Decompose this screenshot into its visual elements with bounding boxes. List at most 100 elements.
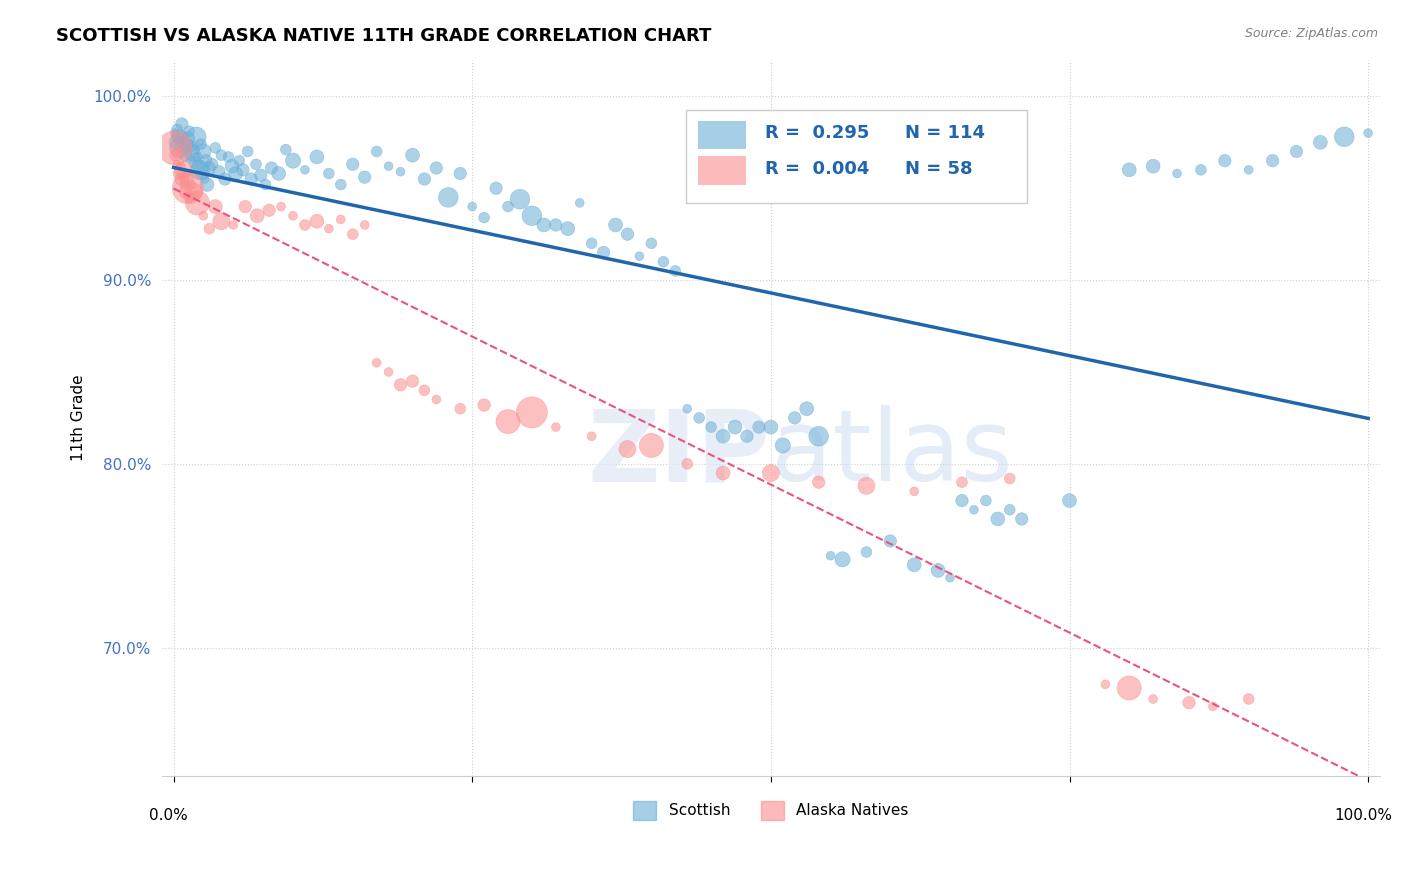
Text: Source: ZipAtlas.com: Source: ZipAtlas.com <box>1244 27 1378 40</box>
Point <box>903 558 925 572</box>
Point <box>246 209 269 223</box>
Point <box>1202 699 1225 714</box>
Point <box>169 167 191 181</box>
Point <box>174 148 197 162</box>
Point <box>700 420 723 434</box>
Text: 0.0%: 0.0% <box>149 808 188 823</box>
Point <box>188 162 211 177</box>
Point <box>214 172 236 186</box>
Point <box>1213 153 1236 168</box>
Point <box>281 153 304 168</box>
Point <box>176 172 198 186</box>
Point <box>195 178 218 192</box>
Point <box>927 563 949 577</box>
Point <box>225 167 247 181</box>
Point <box>184 155 207 169</box>
Point <box>807 429 830 443</box>
Point <box>183 185 205 199</box>
Point <box>342 227 364 241</box>
Point <box>172 162 194 177</box>
Text: N = 58: N = 58 <box>905 160 973 178</box>
Point <box>187 159 209 173</box>
Text: atlas: atlas <box>770 405 1012 502</box>
Point <box>759 466 782 480</box>
Point <box>724 420 747 434</box>
Point <box>236 145 259 159</box>
Point <box>544 420 567 434</box>
Point <box>974 493 997 508</box>
Point <box>496 415 519 429</box>
Point <box>270 200 292 214</box>
Point <box>688 410 710 425</box>
Point <box>425 392 447 407</box>
Point <box>772 438 794 452</box>
Point <box>1094 677 1116 691</box>
Point <box>377 365 399 379</box>
Point <box>1059 493 1081 508</box>
Point <box>950 493 973 508</box>
Point <box>628 249 651 263</box>
Point <box>449 167 471 181</box>
Point <box>208 164 231 178</box>
Point <box>267 167 290 181</box>
Point <box>254 178 277 192</box>
Point <box>166 122 188 136</box>
Y-axis label: 11th Grade: 11th Grade <box>72 375 86 461</box>
Point <box>939 571 962 585</box>
Point <box>305 214 328 228</box>
Point <box>191 167 214 181</box>
Point <box>796 401 818 416</box>
Point <box>186 129 208 144</box>
Point <box>437 190 460 204</box>
Point <box>183 143 205 157</box>
Point <box>190 137 212 152</box>
Point <box>198 161 221 175</box>
Text: R =  0.295: R = 0.295 <box>765 124 869 142</box>
Point <box>1333 129 1355 144</box>
Text: N = 114: N = 114 <box>905 124 984 142</box>
Point <box>998 471 1021 485</box>
Point <box>167 145 190 159</box>
Point <box>664 264 686 278</box>
Point <box>711 429 734 443</box>
Point <box>485 181 508 195</box>
Point <box>305 150 328 164</box>
Point <box>173 143 195 157</box>
Point <box>676 457 699 471</box>
Point <box>174 185 197 199</box>
Point <box>294 162 316 177</box>
Point <box>209 148 232 162</box>
Point <box>855 545 877 559</box>
Point <box>640 438 662 452</box>
Point <box>260 161 283 175</box>
Point <box>1142 692 1164 706</box>
Point <box>172 128 194 142</box>
Point <box>557 221 579 235</box>
Point <box>461 200 484 214</box>
Point <box>353 170 375 185</box>
Point <box>1309 136 1331 150</box>
Point <box>783 410 806 425</box>
Point <box>294 218 316 232</box>
Point <box>568 195 591 210</box>
Point <box>245 157 267 171</box>
Text: ZIP: ZIP <box>588 405 770 502</box>
Point <box>169 141 191 155</box>
Point <box>1237 692 1260 706</box>
Point <box>472 211 495 225</box>
Text: 100.0%: 100.0% <box>1334 808 1392 823</box>
Point <box>544 218 567 232</box>
Point <box>377 159 399 173</box>
Point <box>449 401 471 416</box>
Point <box>176 137 198 152</box>
FancyBboxPatch shape <box>686 110 1026 202</box>
Point <box>1178 696 1201 710</box>
Point <box>605 218 627 232</box>
Point <box>366 145 388 159</box>
Point <box>1285 145 1308 159</box>
Point <box>163 126 186 140</box>
Point <box>1118 681 1140 695</box>
Point <box>165 136 187 150</box>
Point <box>180 139 202 153</box>
Point <box>177 131 200 145</box>
